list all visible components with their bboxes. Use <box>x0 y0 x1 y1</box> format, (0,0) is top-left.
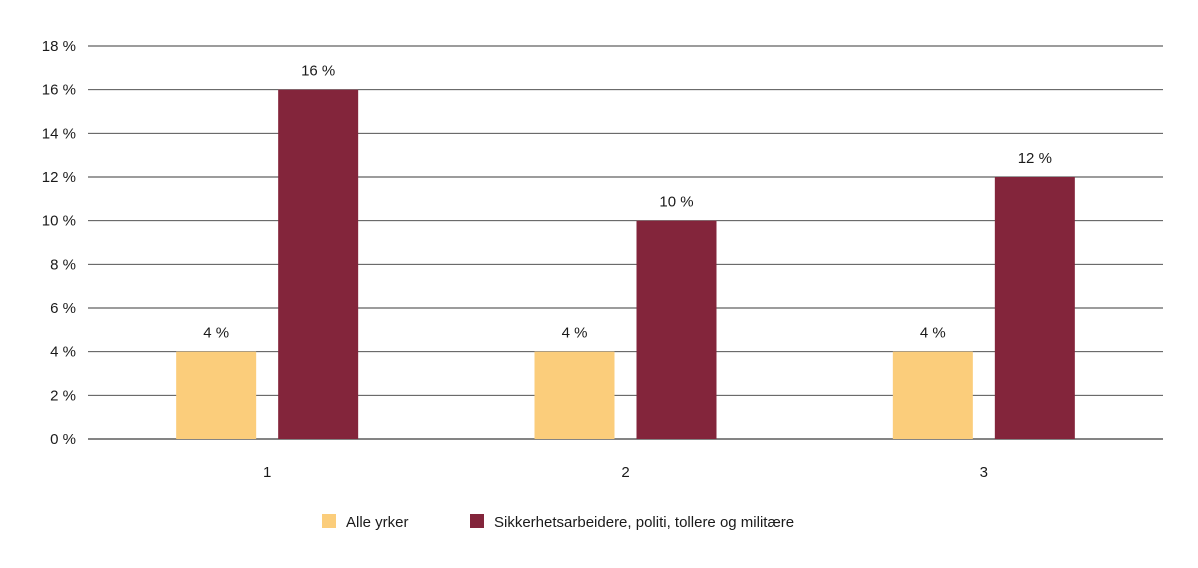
data-label: 10 % <box>659 194 693 211</box>
x-tick-label: 2 <box>621 464 629 481</box>
y-axis-tick-labels: 0 % 2 % 4 % 6 % 8 % 10 % 12 % 14 % 16 % 18 % <box>42 38 76 448</box>
y-tick-label: 10 % <box>42 213 76 230</box>
bars <box>176 89 1075 440</box>
bar-sikkerhetsarbeidere-3 <box>994 177 1075 439</box>
bar-sikkerhetsarbeidere-1 <box>278 89 359 440</box>
bar-alle-yrker-3 <box>892 351 973 439</box>
x-tick-label: 1 <box>263 464 271 481</box>
y-tick-label: 16 % <box>42 82 76 99</box>
y-tick-label: 0 % <box>50 431 76 448</box>
legend: Alle yrker Sikkerhetsarbeidere, politi, t… <box>322 514 794 531</box>
data-labels: 4 % 16 % 4 % 10 % 4 % 12 % <box>203 63 1052 342</box>
y-tick-label: 6 % <box>50 300 76 317</box>
y-tick-label: 8 % <box>50 256 76 273</box>
data-label: 16 % <box>301 63 335 80</box>
bar-alle-yrker-2 <box>534 351 615 439</box>
legend-swatch-alle-yrker <box>322 514 336 528</box>
x-tick-label: 3 <box>980 464 988 481</box>
x-axis-tick-labels: 1 2 3 <box>263 464 988 481</box>
legend-swatch-sikkerhetsarbeidere <box>470 514 484 528</box>
gridlines <box>88 45 1163 440</box>
y-tick-label: 18 % <box>42 38 76 55</box>
legend-label: Alle yrker <box>346 514 409 531</box>
y-tick-label: 4 % <box>50 344 76 361</box>
data-label: 4 % <box>562 325 588 342</box>
data-label: 4 % <box>920 325 946 342</box>
bar-alle-yrker-1 <box>176 351 257 439</box>
bar-sikkerhetsarbeidere-2 <box>636 220 717 439</box>
y-tick-label: 12 % <box>42 169 76 186</box>
legend-label: Sikkerhetsarbeidere, politi, tollere og … <box>494 514 794 531</box>
y-tick-label: 2 % <box>50 387 76 404</box>
data-label: 4 % <box>203 325 229 342</box>
y-tick-label: 14 % <box>42 125 76 142</box>
data-label: 12 % <box>1018 150 1052 167</box>
